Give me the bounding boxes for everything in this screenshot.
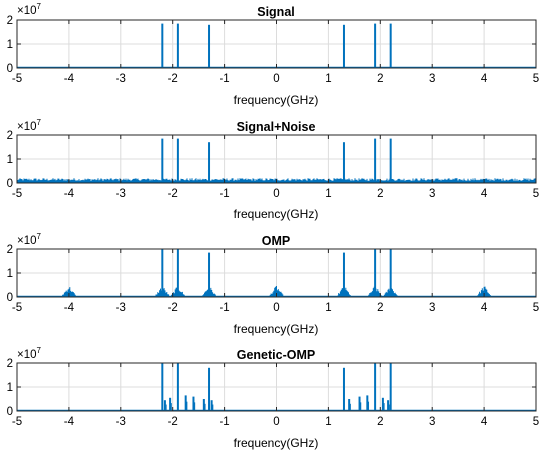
y-tick-label: 1 [7,268,13,280]
panel-title: Signal+Noise [237,120,316,134]
x-tick-label: 3 [429,416,435,428]
x-tick-label: 3 [429,302,435,314]
x-tick-label: 0 [273,73,279,85]
x-tick-label: -3 [116,73,126,85]
x-tick-label: 1 [325,302,331,314]
x-tick-label: -5 [12,188,22,200]
x-tick-label: 1 [325,188,331,200]
y-tick-label: 1 [7,154,13,166]
y-tick-label: 1 [7,39,13,51]
x-tick-label: 1 [325,416,331,428]
y-tick-labels: 0 1 2 [7,15,13,75]
x-tick-labels: -5 -4 -3 -2 -1 0 1 2 3 4 5 [12,188,539,200]
x-tick-label: 2 [377,416,383,428]
x-tick-label: 1 [325,73,331,85]
panel-title: Signal [257,5,295,19]
y-tick-label: 0 [7,178,13,190]
x-tick-label: -5 [12,302,22,314]
sidelobe-cluster [62,287,76,297]
y-exponent: ×107 [17,2,42,17]
x-axis-label: frequency(GHz) [234,436,319,450]
x-tick-label: -2 [168,188,178,200]
panel-signal: Signal ×107 -5 -4 -3 -2 -1 0 1 2 3 4 5 0 1 2 frequen… [7,2,540,107]
grid [16,362,537,412]
x-tick-label: 5 [533,416,539,428]
x-tick-label: -4 [64,73,75,85]
y-tick-label: 0 [7,292,13,304]
x-tick-label: 4 [481,302,488,314]
panel-signal-noise: Signal+Noise ×107 -5 -4 -3 -2 -1 0 1 2 3 4 5 0 1 2 f… [7,118,540,221]
sidelobe-cluster [477,286,491,297]
x-tick-label: 4 [481,73,488,85]
y-tick-label: 0 [7,63,13,75]
x-tick-label: 4 [481,416,488,428]
y-tick-label: 2 [7,130,13,142]
panel-genetic-omp: Genetic-OMP ×107 -5 -4 -3 -2 -1 0 1 2 3 4 5 0 1 2 fr… [7,346,540,450]
y-tick-label: 1 [7,382,13,394]
x-tick-label: 3 [429,73,435,85]
y-tick-labels: 0 1 2 [7,130,13,190]
x-tick-label: -1 [219,73,229,85]
x-tick-label: -5 [12,416,22,428]
sidelobe-cluster [269,286,284,297]
x-tick-labels: -5 -4 -3 -2 -1 0 1 2 3 4 5 [12,73,539,85]
grid [16,19,537,69]
y-tick-labels: 0 1 2 [7,358,13,418]
x-axis-label: frequency(GHz) [234,207,319,221]
x-tick-label: -1 [219,302,229,314]
x-tick-label: -1 [219,416,229,428]
x-tick-label: -2 [168,302,178,314]
x-tick-label: -2 [168,73,178,85]
x-tick-label: -5 [12,73,22,85]
x-tick-label: 5 [533,188,539,200]
y-exponent: ×107 [17,232,42,247]
x-tick-label: -2 [168,416,178,428]
y-exponent: ×107 [17,346,42,361]
y-tick-label: 2 [7,244,13,256]
x-tick-label: 4 [481,188,488,200]
x-tick-label: -3 [116,188,126,200]
x-axis-label: frequency(GHz) [234,322,319,336]
x-axis-label: frequency(GHz) [234,93,319,107]
y-tick-labels: 0 1 2 [7,244,13,304]
panel-title: Genetic-OMP [237,348,316,362]
x-tick-labels: -5 -4 -3 -2 -1 0 1 2 3 4 5 [12,416,539,428]
x-tick-label: 0 [273,416,279,428]
x-tick-label: 2 [377,302,383,314]
x-tick-label: -4 [64,416,75,428]
x-tick-label: 5 [533,73,539,85]
x-tick-label: 0 [273,188,279,200]
y-exponent: ×107 [17,118,42,133]
x-tick-label: -4 [64,188,75,200]
x-tick-label: 0 [273,302,279,314]
x-tick-label: -1 [219,188,229,200]
panel-omp: OMP ×107 -5 -4 -3 -2 -1 0 1 2 3 4 5 0 1 2 frequency(… [7,232,540,336]
x-tick-label: -4 [64,302,75,314]
x-tick-label: 2 [377,73,383,85]
x-tick-labels: -5 -4 -3 -2 -1 0 1 2 3 4 5 [12,302,539,314]
x-tick-label: 5 [533,302,539,314]
y-tick-label: 0 [7,406,13,418]
x-tick-label: -3 [116,302,126,314]
x-tick-label: 2 [377,188,383,200]
panel-title: OMP [262,234,290,248]
x-tick-label: 3 [429,188,435,200]
grid [16,134,537,184]
y-tick-label: 2 [7,358,13,370]
x-tick-label: -3 [116,416,126,428]
y-tick-label: 2 [7,15,13,27]
